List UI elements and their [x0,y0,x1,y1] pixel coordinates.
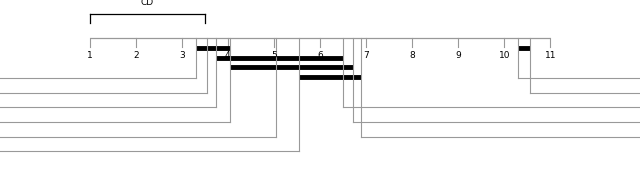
Text: 5: 5 [271,51,276,60]
Text: 1: 1 [87,51,92,60]
Text: 6: 6 [317,51,323,60]
Text: 4: 4 [225,51,230,60]
Text: 3: 3 [179,51,184,60]
Text: 10: 10 [499,51,510,60]
Text: 8: 8 [410,51,415,60]
Text: 2: 2 [133,51,138,60]
Text: 11: 11 [545,51,556,60]
Text: 9: 9 [456,51,461,60]
Text: CD: CD [141,0,154,7]
Text: 7: 7 [364,51,369,60]
